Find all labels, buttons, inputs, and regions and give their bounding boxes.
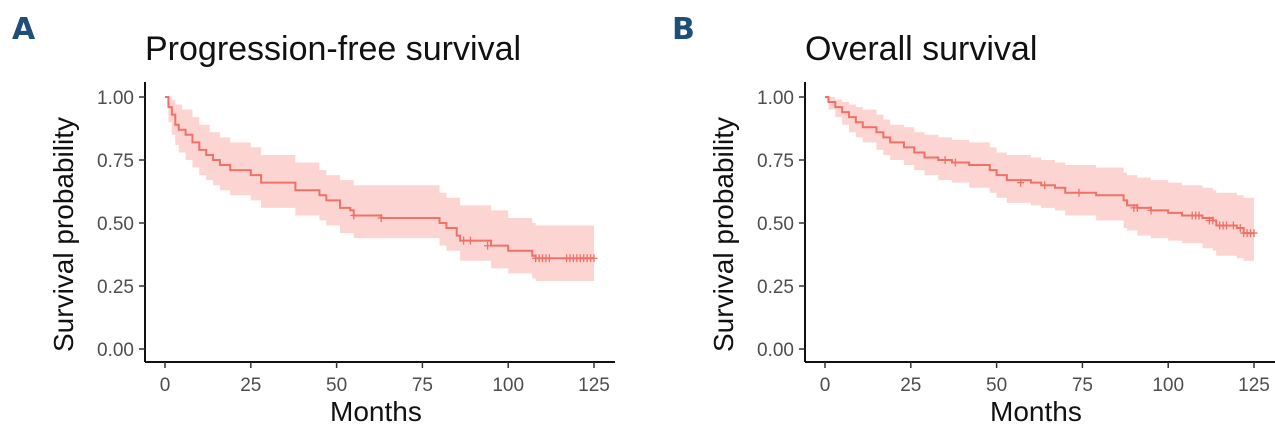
censor-mark [1236, 224, 1244, 233]
censor-mark [590, 254, 598, 263]
chart-title: Overall survival [805, 30, 1038, 68]
chart-title: Progression-free survival [145, 30, 522, 68]
y-tick-label: 0.25 [97, 277, 134, 298]
confidence-band [165, 97, 594, 281]
x-tick-label: 125 [1238, 375, 1270, 396]
x-tick-label: 50 [326, 375, 347, 396]
y-tick-label: 0.00 [757, 340, 794, 361]
survival-curve [165, 96, 594, 260]
y-tick-label: 1.00 [97, 88, 134, 109]
chart-panel-b: B Overall survival Survival probability … [660, 0, 1275, 429]
y-tick-label: 0.75 [757, 151, 794, 172]
x-tick-label: 25 [240, 375, 261, 396]
x-tick-label: 100 [1152, 375, 1184, 396]
x-tick-label: 0 [820, 375, 831, 396]
x-tick-label: 75 [412, 375, 433, 396]
censor-mark [545, 254, 553, 263]
censor-mark [1075, 188, 1083, 197]
censor-mark [1133, 203, 1141, 212]
y-tick-label: 0.50 [757, 214, 794, 235]
x-tick-label: 100 [492, 375, 524, 396]
x-tick-label: 50 [986, 375, 1007, 396]
x-axis-label: Months [330, 396, 422, 427]
x-axis-label: Months [990, 396, 1082, 427]
confidence-band [825, 97, 1254, 261]
x-tick-label: 125 [578, 375, 610, 396]
x-tick-label: 0 [160, 375, 171, 396]
survival-curve [825, 96, 1254, 235]
y-tick-label: 0.00 [97, 340, 134, 361]
panel-letter: B [672, 12, 695, 47]
censor-mark [951, 158, 959, 167]
x-tick-label: 25 [900, 375, 921, 396]
chart-panel-a: A Progression-free survival Survival pro… [0, 0, 630, 429]
censor-mark [377, 213, 385, 222]
censor-mark [350, 211, 358, 220]
y-tick-label: 0.25 [757, 277, 794, 298]
censor-mark [1195, 211, 1203, 220]
censor-mark [466, 236, 474, 245]
x-tick-label: 75 [1072, 375, 1093, 396]
censor-mark [1017, 178, 1025, 187]
censor-mark [1209, 216, 1217, 225]
censor-mark [460, 236, 468, 245]
censor-mark [1041, 181, 1049, 190]
censor-mark [1250, 229, 1258, 238]
censor-mark [1223, 221, 1231, 230]
y-tick-label: 1.00 [757, 88, 794, 109]
y-tick-label: 0.75 [97, 151, 134, 172]
y-tick-label: 0.50 [97, 214, 134, 235]
censor-mark [941, 156, 949, 164]
censor-mark [1229, 221, 1237, 230]
km-plot-a: 0 25 50 75 100 125 0.00 0.25 0.50 0.75 1.00 [97, 82, 615, 396]
censor-mark [1147, 206, 1155, 215]
panel-letter: A [12, 12, 36, 47]
km-plot-b: 0 25 50 75 100 125 0.00 0.25 0.50 0.75 1.00 [757, 82, 1275, 396]
censor-mark [484, 241, 492, 250]
